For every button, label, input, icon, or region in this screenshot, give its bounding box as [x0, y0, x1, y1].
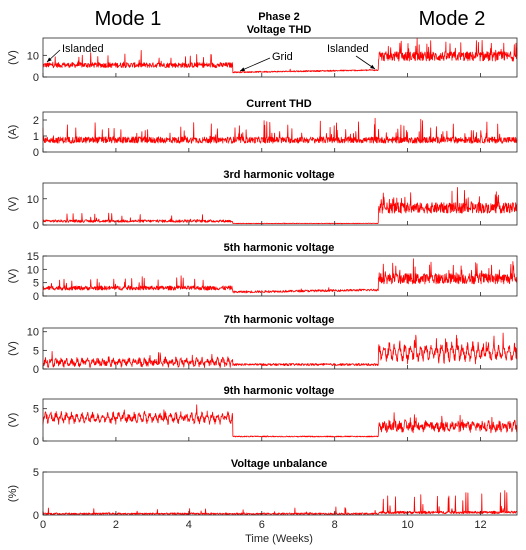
y-tick-label: 5 [33, 404, 39, 416]
y-tick-label: 2 [33, 115, 39, 127]
annotation-arrow [239, 57, 271, 72]
y-tick-label: 10 [27, 194, 39, 206]
panel-title: 3rd harmonic voltage [223, 169, 334, 181]
arrow-head [47, 57, 52, 62]
axis-frame [42, 255, 518, 297]
x-tick-label: 4 [186, 519, 192, 531]
y-tick-label: 10 [27, 327, 39, 339]
axis-frame [42, 182, 518, 226]
series-line [42, 332, 518, 369]
x-axis-label: Time (Weeks) [245, 533, 313, 545]
annotation-islanded-left: Islanded [62, 43, 104, 55]
annotations-group: Islanded Grid Islanded [46, 43, 376, 72]
panel-title: Current THD [246, 98, 311, 110]
panel-7th-harmonic: 7th harmonic voltage (V) 0 5 10 [7, 314, 518, 376]
panel-title: Phase 2 [258, 11, 300, 23]
y-tick-label: 15 [27, 251, 39, 263]
y-tick-label: 0 [33, 291, 39, 303]
x-tick-label: 8 [332, 519, 338, 531]
series-line [42, 38, 518, 74]
panel-title: 5th harmonic voltage [224, 242, 335, 254]
panel-title: Voltage THD [247, 24, 312, 36]
y-axis-label: (V) [7, 341, 19, 356]
panel-current-thd: Current THD (A) 0 1 2 [7, 98, 518, 159]
axis-frame [42, 471, 518, 516]
panel-title: 9th harmonic voltage [224, 385, 335, 397]
y-tick-label: 0 [33, 147, 39, 159]
panel-voltage-unbalance: Voltage unbalance (%) 0 5 [7, 458, 518, 522]
panel-9th-harmonic: 9th harmonic voltage (V) 0 5 [7, 385, 518, 448]
panel-title: 7th harmonic voltage [224, 314, 335, 326]
y-axis-label: (V) [7, 269, 19, 284]
series-line [42, 404, 518, 438]
arrow-head [240, 67, 245, 71]
axis-frame [42, 37, 518, 78]
axis-frame [42, 398, 518, 442]
x-tick-label: 0 [40, 519, 46, 531]
mode-1-label: Mode 1 [95, 8, 162, 30]
y-axis-label: (V) [7, 50, 19, 65]
panel-3rd-harmonic: 3rd harmonic voltage (V) 0 10 [7, 169, 518, 232]
mode-2-label: Mode 2 [419, 8, 486, 30]
y-axis-label: (%) [7, 485, 19, 502]
y-tick-label: 0 [33, 364, 39, 376]
series-line [42, 186, 518, 225]
y-axis-label: (V) [7, 413, 19, 428]
y-tick-label: 5 [33, 278, 39, 290]
x-tick-label: 6 [259, 519, 265, 531]
x-tick-label: 12 [474, 519, 486, 531]
x-tick-label: 10 [401, 519, 413, 531]
x-tick-label: 2 [113, 519, 119, 531]
y-tick-label: 0 [33, 436, 39, 448]
y-tick-label: 1 [33, 131, 39, 143]
y-tick-label: 0 [33, 220, 39, 232]
panel-title: Voltage unbalance [231, 458, 327, 470]
y-tick-label: 5 [33, 345, 39, 357]
annotation-grid: Grid [272, 51, 293, 63]
series-line [42, 117, 518, 144]
y-tick-label: 5 [33, 467, 39, 479]
y-tick-label: 0 [33, 72, 39, 84]
series-line [42, 490, 518, 515]
arrow-head [370, 64, 375, 69]
annotation-islanded-right: Islanded [327, 43, 369, 55]
series-line [42, 258, 518, 294]
y-axis-label: (A) [7, 125, 19, 140]
y-tick-label: 0 [33, 510, 39, 522]
axis-frame [42, 111, 518, 153]
y-tick-label: 10 [27, 264, 39, 276]
axis-frame [42, 327, 518, 370]
y-axis-label: (V) [7, 197, 19, 212]
y-tick-label: 10 [27, 50, 39, 62]
